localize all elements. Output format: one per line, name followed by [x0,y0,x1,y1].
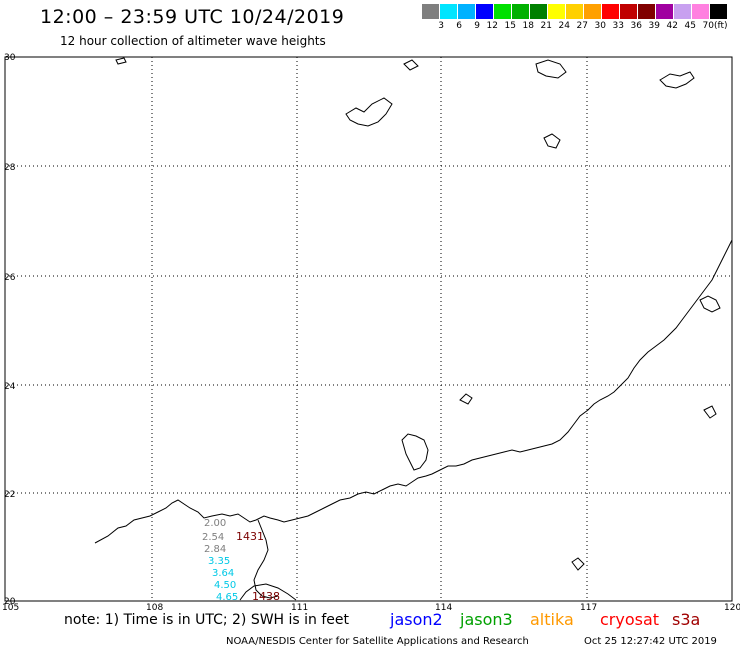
lat-label: 22 [4,490,15,500]
color-scale-swatch [656,4,674,19]
color-scale-swatch [548,4,566,19]
legend-altika: altika [530,610,574,629]
pearl-river-estuary [401,433,429,471]
color-scale-label: 12 [486,21,498,31]
color-scale-swatch [602,4,620,19]
color-scale-label: 70 [702,21,714,31]
color-scale-swatch [638,4,656,19]
lake-cluster-5 [403,59,419,71]
wave-height-color-scale [422,4,728,19]
map-subtitle: 12 hour collection of altimeter wave hei… [60,34,326,48]
color-scale-label: 18 [522,21,534,31]
lon-axis-labels: 105 108 111 114 117 120 [2,603,740,613]
map-title: 12:00 – 23:59 UTC 10/24/2019 [40,6,345,28]
swh-observation: 4.50 [214,580,236,591]
color-scale-swatch [710,4,728,19]
color-scale-swatch [584,4,602,19]
lake-cluster-4 [543,133,561,149]
lake-cluster-6 [115,57,127,65]
color-scale-swatch [422,4,440,19]
leizhou-peninsula [253,519,279,599]
lake-cluster-2 [535,59,567,79]
east-coast-islands [699,295,721,313]
lon-label: 114 [435,603,452,613]
lat-label: 26 [4,273,16,283]
color-scale-swatch [692,4,710,19]
color-scale-label: 15 [504,21,516,31]
color-scale-label: 9 [474,21,480,31]
color-scale-unit: (ft) [714,21,728,31]
coastline [94,57,733,601]
color-scale-swatch [530,4,548,19]
lat-label: 28 [4,163,16,173]
small-island-2 [703,405,717,419]
altimeter-observations: 2.00 2.54 2.84 3.35 3.64 4.50 4.65 [202,518,238,603]
color-scale-swatch [620,4,638,19]
swh-observation: 2.84 [204,544,226,555]
color-scale-swatch [512,4,530,19]
lake-cluster-3 [659,71,695,89]
south-china-coast [94,239,733,544]
color-scale-label: 33 [612,21,624,31]
small-island-3 [571,557,585,571]
color-scale-swatch [566,4,584,19]
color-scale-label: 24 [558,21,570,31]
lat-label: 24 [4,382,16,392]
legend-jason2: jason2 [390,610,443,629]
color-scale-swatch [458,4,476,19]
color-scale-label: 6 [456,21,462,31]
footer-timestamp: Oct 25 12:27:42 UTC 2019 [584,636,717,647]
color-scale-swatch [476,4,494,19]
color-scale-label: 21 [540,21,552,31]
lat-label: 30 [4,53,16,63]
color-scale-label: 39 [648,21,660,31]
map-border [4,56,733,602]
lat-label: 20 [4,597,16,607]
legend-jason3: jason3 [460,610,513,629]
color-scale-swatch [674,4,692,19]
track-time-labels: 1431 1438 [236,530,280,603]
grid-lines [5,57,732,601]
color-scale-swatch [440,4,458,19]
lon-label: 111 [291,603,308,613]
lon-label: 108 [146,603,163,613]
legend-s3a: s3a [672,610,701,629]
color-scale-label: 45 [684,21,696,31]
lon-label: 105 [2,603,19,613]
swh-observation: 2.54 [202,532,224,543]
swh-observation: 2.00 [204,518,226,529]
color-scale-label: 30 [594,21,606,31]
hainan-north-coast [239,583,297,601]
small-island-1 [459,393,473,405]
color-scale-swatch [494,4,512,19]
lat-axis-labels: 30 28 26 24 22 20 [4,53,16,607]
color-scale-label: 27 [576,21,588,31]
lake-cluster-1 [345,97,393,127]
units-note: note: 1) Time is in UTC; 2) SWH is in fe… [64,612,350,628]
track-time-start: 1431 [236,530,264,543]
color-scale-label: 3 [438,21,444,31]
legend-cryosat: cryosat [600,610,660,629]
lon-label: 117 [580,603,597,613]
swh-observation: 4.65 [216,592,238,603]
lon-label: 120 [724,603,740,613]
track-time-end: 1438 [252,590,280,603]
swh-observation: 3.64 [212,568,234,579]
color-scale-label: 36 [630,21,642,31]
color-scale-label: 42 [666,21,678,31]
swh-observation: 3.35 [208,556,230,567]
footer-credit: NOAA/NESDIS Center for Satellite Applica… [226,636,529,647]
